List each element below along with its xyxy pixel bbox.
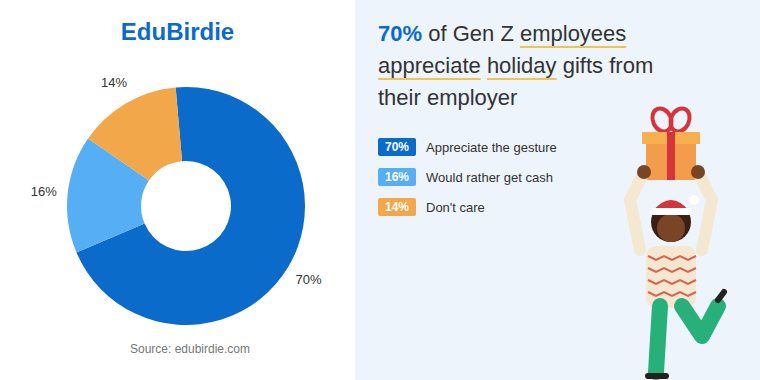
html-text:appreciate holiday gifts from: appreciate holiday gifts from <box>378 53 654 78</box>
html-text:their employer: their employer <box>378 85 518 110</box>
html-text:16%: 16% <box>385 170 409 184</box>
svg-text:14%: 14% <box>101 75 127 90</box>
html-text:Would rather get cash: Would rather get cash <box>426 169 553 185</box>
html-text:14%: 14% <box>385 200 409 214</box>
svg-text:70%: 70% <box>296 272 322 287</box>
svg-text:16%: 16% <box>31 184 57 199</box>
html-text:70%: 70% <box>385 140 409 154</box>
html-text:EduBirdie: EduBirdie <box>120 18 235 45</box>
html-text:Source: edubirdie.com: Source: edubirdie.com <box>130 342 250 356</box>
html-text:70% of Gen Z employees: 70% of Gen Z employees <box>378 21 627 46</box>
html-text:Don't care: Don't care <box>426 199 485 215</box>
html-text:Appreciate the gesture: Appreciate the gesture <box>426 139 557 155</box>
